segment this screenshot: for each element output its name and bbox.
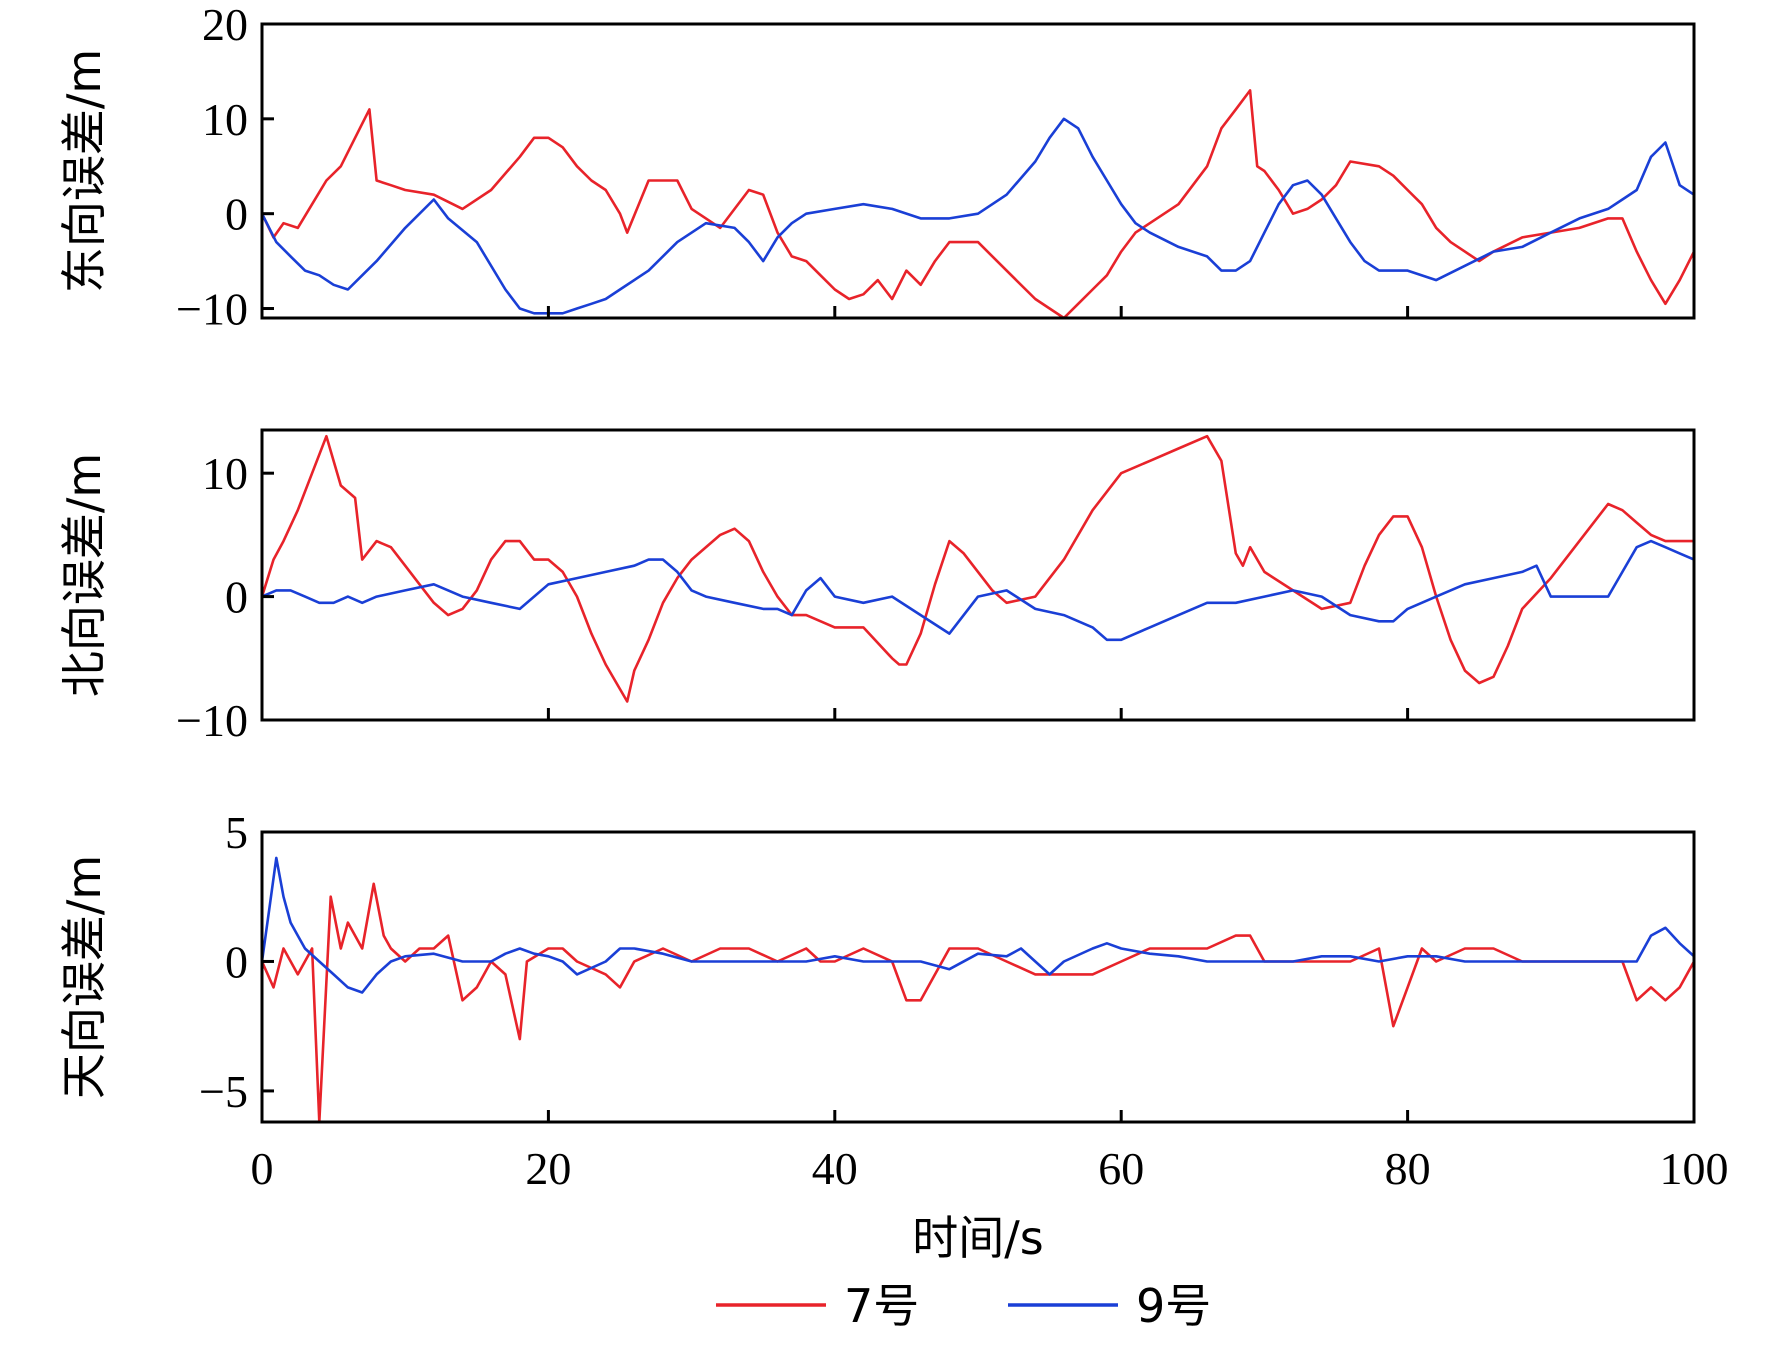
y-tick-label: 10 bbox=[202, 448, 248, 499]
y-tick-label: 5 bbox=[225, 807, 248, 858]
series-line-7-panel-2 bbox=[262, 434, 1694, 703]
panel-3: −5 0 5 天向误差/m bbox=[57, 807, 1696, 1124]
plot-frame bbox=[260, 830, 1696, 1124]
x-tick-label: 40 bbox=[812, 1143, 858, 1194]
y-tick-label: −10 bbox=[176, 695, 248, 746]
x-tick-label: 0 bbox=[251, 1143, 274, 1194]
x-tick-label: 20 bbox=[525, 1143, 571, 1194]
y-tick-label: 20 bbox=[202, 0, 248, 50]
y-tick-label: 0 bbox=[225, 189, 248, 240]
y-tick-label: −10 bbox=[176, 284, 248, 335]
series-line-9-panel-3 bbox=[262, 856, 1694, 994]
y-tick-label: 0 bbox=[225, 936, 248, 987]
plot-frame bbox=[260, 428, 1696, 722]
panel-2: −10 0 10 北向误差/m bbox=[57, 428, 1696, 746]
plot-frame bbox=[260, 22, 1696, 320]
y-axis-title: 东向误差/m bbox=[57, 49, 111, 293]
series-line-9-panel-2 bbox=[262, 539, 1694, 642]
x-axis-title: 时间/s bbox=[912, 1211, 1043, 1265]
legend-label-9: 9号 bbox=[1136, 1279, 1211, 1333]
y-tick-label: 10 bbox=[202, 94, 248, 145]
x-tick-label: 100 bbox=[1660, 1143, 1729, 1194]
x-tick-label: 60 bbox=[1098, 1143, 1144, 1194]
y-tick-label: −5 bbox=[199, 1066, 248, 1117]
series-line-7-panel-1 bbox=[262, 89, 1694, 318]
y-tick-label: 0 bbox=[225, 572, 248, 623]
panel-1: −10 0 10 20 东向误差/m bbox=[57, 0, 1696, 335]
legend: 7号 9号 bbox=[716, 1279, 1211, 1333]
series-line-9-panel-1 bbox=[262, 117, 1694, 315]
series-line-7-panel-3 bbox=[262, 882, 1694, 1122]
legend-label-7: 7号 bbox=[844, 1279, 919, 1333]
x-tick-label: 80 bbox=[1385, 1143, 1431, 1194]
y-axis-title: 天向误差/m bbox=[57, 855, 111, 1099]
y-axis-title: 北向误差/m bbox=[57, 453, 111, 697]
